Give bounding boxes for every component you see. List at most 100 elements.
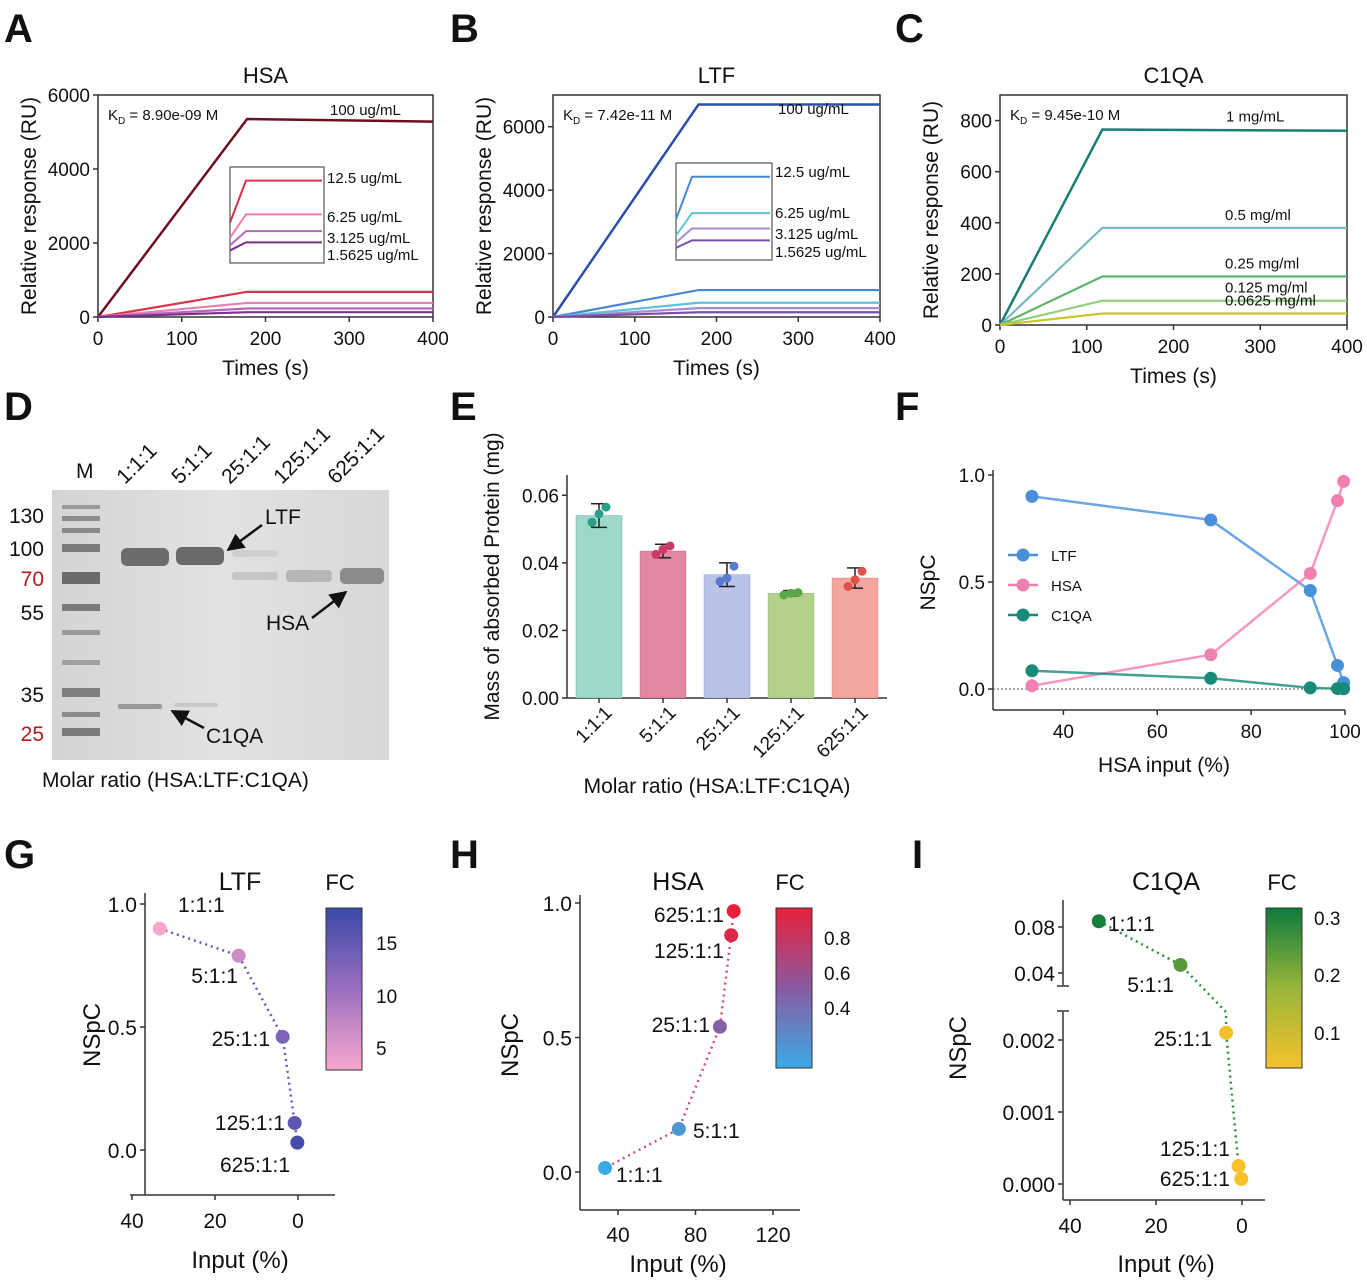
x-tick-label: 125:1:1 <box>749 703 809 763</box>
x-tick-label: 25:1:1 <box>692 703 744 755</box>
inset-series-1 <box>229 213 322 239</box>
panel-label-h: H <box>450 833 479 877</box>
chart-title: C1QA <box>1132 868 1200 896</box>
replicate-point <box>843 582 853 591</box>
point-HSA <box>1330 494 1344 508</box>
point-625:1:1 <box>290 1135 305 1150</box>
x-tick-label: 100 <box>166 329 198 350</box>
gel-arrow-label-hsa: HSA <box>266 612 309 635</box>
colorbar-tick: 0.6 <box>824 964 850 985</box>
gel-marker-70: 70 <box>21 568 44 591</box>
series-label-top: 100 ug/mL <box>778 101 849 118</box>
band-hsa-lane5 <box>340 568 384 584</box>
x-axis-label: Input (%) <box>629 1251 726 1278</box>
y-tick-label: 2000 <box>503 245 545 266</box>
y-tick-label: 800 <box>960 112 992 133</box>
chart-e-absorbed-protein: 0.00 0.02 0.04 0.06 1:1:1 5:1:1 25:1:1 125:1:1 6… <box>481 432 887 798</box>
inset-series-3 <box>675 239 770 249</box>
series-label: 1 mg/mL <box>1226 109 1284 126</box>
y-tick-label: 0.0 <box>108 1140 137 1163</box>
x-tick-label: 40 <box>1058 1215 1081 1238</box>
bar-125:1:1 <box>767 592 815 699</box>
inset-series-label: 1.5625 ug/mL <box>775 244 867 261</box>
y-tick-label: 0 <box>534 308 545 329</box>
point-HSA <box>1303 566 1317 580</box>
colorbar-title: FC <box>775 870 804 895</box>
series-line-1 <box>97 290 433 319</box>
gel-lane-5: 625:1:1 <box>323 423 389 489</box>
inset-series-1 <box>675 212 770 237</box>
bar-25:1:1 <box>703 574 751 699</box>
gel-lane-4: 125:1:1 <box>269 423 335 489</box>
band-ltf-lane1 <box>121 548 169 566</box>
inset-series-3 <box>229 241 322 252</box>
series-line-4 <box>97 311 433 319</box>
gel-background <box>52 490 389 760</box>
x-tick-label: 80 <box>684 1224 707 1247</box>
point-HSA <box>1025 679 1039 693</box>
x-tick-label: 60 <box>1147 722 1168 743</box>
point-125:1:1 <box>1231 1159 1246 1173</box>
x-axis-label: Input (%) <box>191 1247 288 1274</box>
x-tick-label: 0 <box>1236 1215 1248 1238</box>
y-tick-label: 200 <box>960 265 992 286</box>
panel-label-f: F <box>895 385 919 429</box>
series-line-1 <box>999 226 1347 326</box>
y-tick-label: 0.5 <box>108 1017 137 1040</box>
y-tick-label: 0.00 <box>522 689 559 710</box>
series-line-C1QA <box>1031 669 1344 691</box>
replicate-point <box>779 590 789 600</box>
replicate-point <box>665 541 675 551</box>
y-tick-label: 0.001 <box>1002 1102 1055 1125</box>
replicate-point <box>658 544 668 554</box>
band-c1qa-lane1 <box>118 704 162 709</box>
chart-title: HSA <box>243 63 289 88</box>
band-ltf-lane2 <box>176 547 224 565</box>
replicate-point <box>601 502 611 512</box>
y-tick-label: 600 <box>960 163 992 184</box>
point-C1QA <box>1204 671 1218 685</box>
x-tick-label: 0 <box>292 1210 304 1233</box>
inset-series-2 <box>675 227 770 244</box>
inset-series-label: 6.25 ug/mL <box>327 209 402 226</box>
point-LTF <box>1204 513 1218 527</box>
point-25:1:1 <box>1219 1025 1234 1040</box>
point-25:1:1 <box>712 1019 727 1034</box>
y-axis-label: Relative response (RU) <box>18 97 41 315</box>
point-label: 1:1:1 <box>178 894 225 917</box>
point-label: 625:1:1 <box>220 1154 290 1177</box>
y-tick-label: 6000 <box>48 86 90 107</box>
y-tick-label: 0.02 <box>522 621 559 642</box>
x-tick-label: 40 <box>120 1210 143 1233</box>
x-tick-label: 80 <box>1241 722 1262 743</box>
chart-f-nspc-vs-hsa-input: 0.0 0.5 1.0 40 60 80 100 LTF HSA C1QA HSA input (%… <box>917 466 1361 777</box>
colorbar-tick: 15 <box>376 934 397 955</box>
x-axis-label: Input (%) <box>1117 1251 1214 1278</box>
series-label: 0.125 mg/ml <box>1225 280 1308 297</box>
chart-g-ltf-nspc: 0.0 0.5 1.0 40 20 0 1:1:1 5:1:1 25:1:1 125:1:1 625… <box>79 868 397 1274</box>
legend-label: C1QA <box>1051 608 1092 625</box>
x-tick-label: 0 <box>93 329 104 350</box>
panel-label-c: C <box>895 7 924 51</box>
colorbar-tick: 5 <box>376 1039 387 1060</box>
x-tick-label: 400 <box>864 329 896 350</box>
point-label: 1:1:1 <box>1108 913 1155 936</box>
y-axis-label: Mass of absorbed Protein (mg) <box>481 432 504 720</box>
colorbar-tick: 0.1 <box>1314 1024 1340 1045</box>
replicate-point <box>786 588 796 598</box>
x-tick-label: 625:1:1 <box>813 703 873 763</box>
point-label: 625:1:1 <box>1160 1168 1230 1191</box>
point-5:1:1 <box>1173 957 1188 972</box>
x-tick-label: 200 <box>250 329 282 350</box>
point-125:1:1 <box>287 1115 302 1130</box>
arrow-hsa <box>311 590 348 619</box>
gel-xlabel: Molar ratio (HSA:LTF:C1QA) <box>42 769 309 792</box>
inset-series-0 <box>229 179 322 223</box>
point-5:1:1 <box>671 1121 686 1136</box>
gel-marker-labels: 130 100 70 55 35 25 <box>9 505 44 746</box>
gel-arrow-label-ltf: LTF <box>265 506 301 529</box>
chart-title: HSA <box>652 868 704 896</box>
replicate-point <box>651 549 661 559</box>
